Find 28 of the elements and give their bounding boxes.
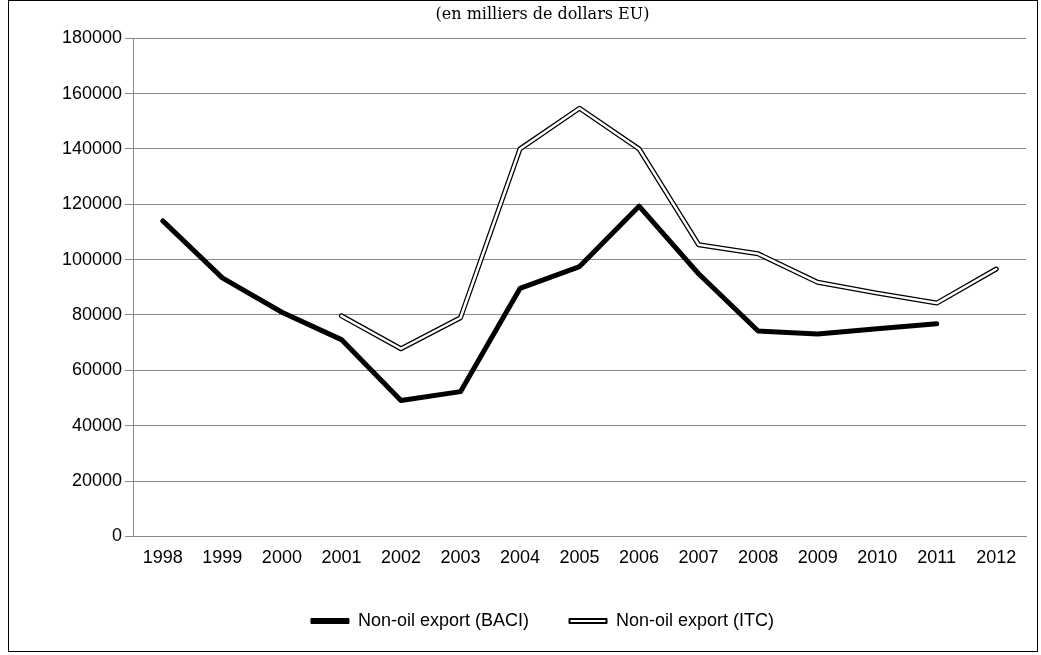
x-tick-label: 2005 — [559, 547, 600, 568]
chart-subtitle: (en milliers de dollars EU) — [435, 3, 650, 23]
y-tick-label: 0 — [112, 525, 123, 546]
x-tick-label: 2006 — [619, 547, 660, 568]
y-tick-label: 180000 — [61, 27, 123, 48]
x-tick-label: 2001 — [321, 547, 362, 568]
y-tick-label: 140000 — [61, 137, 123, 158]
y-tick-label: 160000 — [61, 82, 123, 103]
x-tick-label: 2004 — [499, 547, 541, 568]
x-tick-label: 2000 — [261, 547, 302, 568]
y-tick-label: 100000 — [61, 248, 123, 269]
x-tick-label: 2009 — [797, 547, 838, 568]
y-tick-label: 40000 — [72, 414, 123, 435]
y-tick-label: 20000 — [72, 470, 123, 491]
x-tick-label: 2002 — [380, 547, 421, 568]
legend-label: Non-oil export (ITC) — [616, 609, 775, 630]
x-tick-label: 2010 — [857, 547, 898, 568]
x-tick-label: 1999 — [202, 547, 243, 568]
x-tick-label: 2012 — [976, 547, 1017, 568]
y-tick-label: 60000 — [72, 359, 123, 380]
x-tick-label: 2003 — [440, 547, 481, 568]
x-tick-label: 2008 — [738, 547, 779, 568]
x-tick-label: 2007 — [678, 547, 719, 568]
legend-label: Non-oil export (BACI) — [357, 609, 530, 630]
y-tick-label: 80000 — [72, 303, 123, 324]
x-tick-label: 1998 — [142, 547, 183, 568]
y-tick-label: 120000 — [61, 193, 123, 214]
x-tick-label: 2011 — [917, 547, 957, 568]
